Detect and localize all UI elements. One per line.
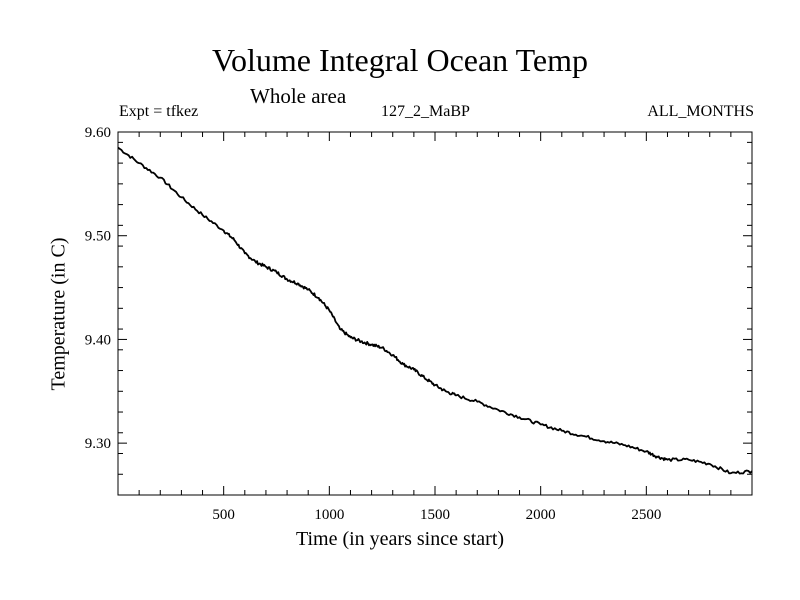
x-tick-label: 2000	[526, 507, 556, 523]
chart-title: Volume Integral Ocean Temp	[211, 42, 588, 78]
period-label: ALL_MONTHS	[647, 103, 754, 120]
x-tick-label: 1000	[314, 507, 344, 523]
y-tick-label: 9.60	[85, 125, 111, 141]
y-tick-label: 9.50	[85, 229, 111, 245]
experiment-label: Expt = tfkez	[119, 103, 199, 120]
chart-subtitle: Whole area	[250, 84, 347, 108]
x-tick-label: 500	[212, 507, 235, 523]
plot-frame	[117, 131, 753, 496]
series-line-0	[117, 146, 753, 475]
x-axis-label: Time (in years since start)	[295, 528, 505, 550]
x-tick-label: 2500	[631, 507, 661, 523]
y-axis-label: Temperature (in C)	[47, 237, 70, 391]
y-tick-label: 9.30	[85, 436, 111, 452]
run-label: 127_2_MaBP	[381, 103, 470, 120]
y-tick-label: 9.40	[85, 332, 111, 348]
x-tick-label: 1500	[420, 507, 450, 523]
